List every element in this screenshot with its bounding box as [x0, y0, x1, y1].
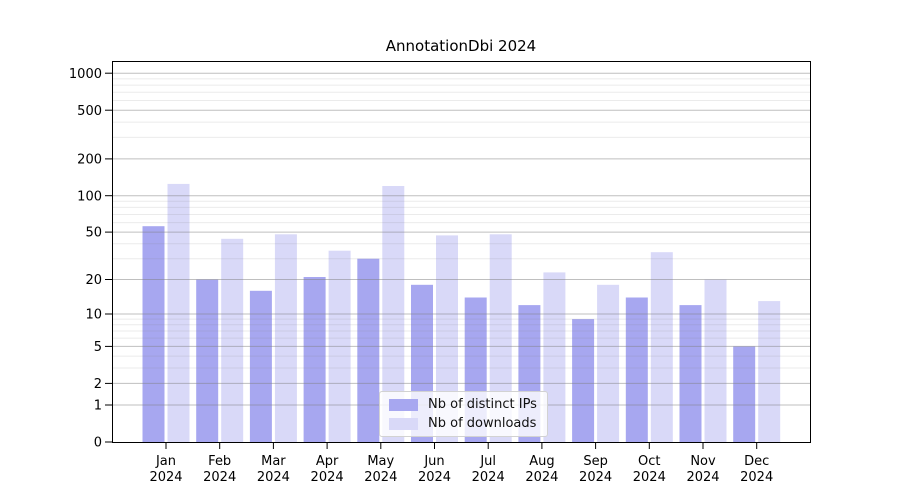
x-tick-label-year: 2024 — [203, 470, 236, 485]
bar-nb-of-distinct-ips-apr — [303, 277, 326, 442]
y-tick-label: 2 — [94, 377, 102, 392]
legend: Nb of distinct IPs Nb of downloads — [379, 391, 548, 437]
x-tick-label-month: Dec — [744, 454, 769, 469]
x-tick-label-year: 2024 — [686, 470, 719, 485]
bar-nb-of-downloads-mar — [274, 234, 297, 442]
x-tick-label-year: 2024 — [149, 470, 182, 485]
x-tick-label-month: May — [367, 454, 394, 469]
bar-nb-of-distinct-ips-sep — [572, 319, 595, 442]
bar-nb-of-distinct-ips-mar — [249, 290, 272, 442]
y-tick-label: 1000 — [69, 67, 102, 82]
x-tick-label-year: 2024 — [525, 470, 558, 485]
x-tick-label-month: Oct — [638, 454, 660, 469]
x-tick-label-month: Nov — [690, 454, 716, 469]
y-tick-label: 500 — [77, 104, 102, 119]
bar-nb-of-downloads-jan — [167, 183, 190, 442]
y-tick-label: 200 — [77, 152, 102, 167]
y-tick-label: 5 — [94, 340, 102, 355]
bar-nb-of-distinct-ips-feb — [196, 279, 219, 442]
chart-title: AnnotationDbi 2024 — [385, 37, 537, 55]
x-tick-label-year: 2024 — [633, 470, 666, 485]
bar-nb-of-downloads-oct — [650, 252, 673, 442]
legend-swatch-icon — [389, 417, 418, 430]
legend-label: Nb of downloads — [428, 416, 537, 431]
bar-nb-of-downloads-dec — [758, 301, 781, 442]
x-tick-label-month: Aug — [529, 454, 554, 469]
x-tick-label-year: 2024 — [740, 470, 773, 485]
x-tick-label-month: Sep — [583, 454, 608, 469]
y-tick-label: 50 — [85, 226, 102, 241]
x-tick-label-month: Jun — [423, 454, 444, 469]
legend-item: Nb of distinct IPs — [389, 397, 537, 412]
y-tick-label: 20 — [85, 273, 102, 288]
x-tick-label-month: Mar — [261, 454, 286, 469]
x-tick-label-year: 2024 — [311, 470, 344, 485]
bar-nb-of-downloads-aug — [543, 272, 566, 442]
y-tick-label: 0 — [94, 436, 102, 451]
x-tick-label-year: 2024 — [418, 470, 451, 485]
x-tick-label-month: Apr — [316, 454, 339, 469]
bar-nb-of-downloads-sep — [597, 284, 620, 442]
legend-label: Nb of distinct IPs — [428, 397, 537, 412]
legend-swatch-icon — [389, 398, 418, 411]
y-tick-label: 1 — [94, 399, 102, 414]
bar-nb-of-distinct-ips-dec — [733, 346, 756, 442]
legend-item: Nb of downloads — [389, 416, 537, 431]
x-tick-label-month: Jan — [155, 454, 176, 469]
plot-border — [112, 61, 811, 443]
x-tick-label-year: 2024 — [472, 470, 505, 485]
bar-nb-of-distinct-ips-jan — [142, 226, 165, 442]
x-tick-label-month: Feb — [208, 454, 231, 469]
bar-nb-of-downloads-feb — [221, 238, 244, 442]
bar-nb-of-distinct-ips-oct — [625, 297, 648, 442]
y-tick-label: 10 — [85, 308, 102, 323]
bar-nb-of-downloads-jun — [436, 235, 458, 442]
x-tick-label-month: Jul — [479, 454, 496, 469]
x-tick-label-year: 2024 — [257, 470, 290, 485]
bar-nb-of-distinct-ips-may — [357, 258, 380, 442]
y-tick-label: 100 — [77, 189, 102, 204]
x-tick-label-year: 2024 — [579, 470, 612, 485]
bar-nb-of-downloads-nov — [704, 279, 727, 442]
bar-nb-of-downloads-jul — [489, 234, 512, 442]
x-tick-label-year: 2024 — [364, 470, 397, 485]
bar-nb-of-distinct-ips-nov — [679, 305, 702, 442]
